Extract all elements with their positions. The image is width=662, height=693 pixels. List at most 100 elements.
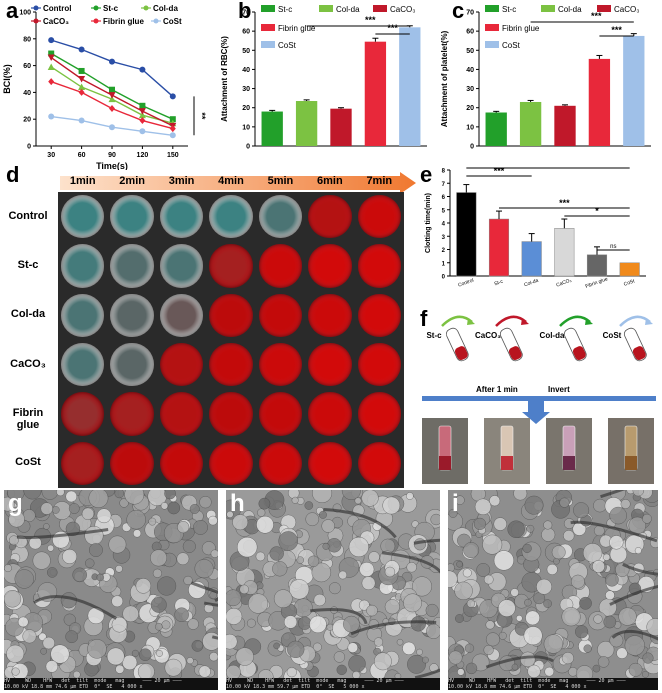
sem-particle (174, 607, 189, 622)
sample-row-label: CaCO₃ (10, 357, 46, 370)
y-tick-label: 2 (442, 248, 446, 254)
well (110, 343, 154, 387)
y-tick-label: 10 (466, 124, 474, 131)
y-axis-label: Attachment of platelet(%) (440, 30, 449, 127)
sem-texture (226, 490, 440, 678)
caption-invert: Invert (548, 385, 570, 394)
sem-particle (191, 639, 204, 652)
legend-marker (33, 18, 39, 24)
y-tick-label: 60 (466, 29, 474, 36)
sem-particle (457, 668, 465, 676)
sem-texture (448, 490, 658, 678)
sem-particle (156, 576, 177, 596)
sample-row-label: CoSt (15, 456, 41, 469)
well (357, 392, 401, 436)
sem-particle (628, 662, 643, 677)
down-arrow (522, 401, 550, 424)
sem-info-bar: HV WD HFW det tilt mode mag ——— 20 μm ——… (226, 678, 440, 690)
sem-particle (89, 543, 103, 557)
sem-particle (473, 517, 486, 530)
sem-particle (498, 631, 507, 640)
well (159, 392, 204, 436)
sem-particle (56, 490, 65, 497)
sem-particle (525, 610, 540, 626)
sem-particle (373, 637, 384, 647)
panel-label-e: e (420, 162, 433, 187)
y-tick-label: 0 (470, 144, 474, 151)
sem-particle (541, 527, 556, 542)
sem-particle (426, 623, 440, 639)
legend-swatch (261, 24, 275, 31)
bar (586, 254, 608, 277)
bar (261, 111, 283, 146)
sem-crevice (310, 608, 368, 625)
sem-particle (202, 632, 218, 651)
legend-label: Fibrin glue (103, 17, 144, 26)
y-tick-label: 30 (466, 86, 474, 93)
data-point (109, 58, 115, 65)
x-tick-label: Control (457, 277, 474, 288)
sem-particle (43, 523, 50, 530)
sem-particle (150, 596, 167, 613)
sem-particle (50, 644, 70, 664)
y-tick-label: 6 (442, 195, 446, 201)
well (258, 441, 303, 485)
sem-particle (135, 578, 152, 594)
data-point (47, 63, 55, 70)
well (61, 343, 105, 387)
sem-particle (348, 536, 369, 558)
x-tick-label: CaCO₃ (555, 278, 572, 289)
legend-label: Fibrin glue (502, 24, 540, 33)
sem-crevice (413, 538, 440, 545)
bar (295, 101, 318, 146)
sem-crevice (570, 520, 658, 543)
rotation-arrowhead (585, 318, 593, 325)
significance-label: *** (365, 15, 376, 25)
tube-label: Col-da (540, 331, 565, 340)
legend-marker (33, 5, 39, 11)
sem-particle (570, 574, 585, 589)
y-tick-label: 40 (23, 90, 31, 97)
tube-blood (632, 346, 646, 360)
legend-swatch (319, 5, 333, 12)
time-column-label: 7min (366, 175, 393, 187)
tube-label: St-c (426, 331, 442, 340)
rotation-arrowhead (645, 318, 653, 325)
sem-particle (8, 535, 19, 546)
data-point (48, 78, 55, 86)
well (110, 441, 154, 485)
sem-particle (133, 529, 142, 538)
sem-particle (319, 510, 327, 519)
sem-particle (124, 490, 145, 505)
sem-particle (194, 559, 214, 579)
panel-label-f: f (420, 306, 428, 331)
y-tick-label: 60 (23, 63, 31, 70)
tube-content (563, 456, 575, 470)
sem-particle (544, 666, 555, 677)
significance-label: ns (610, 244, 616, 250)
sem-particle (226, 633, 238, 650)
sem-particle (148, 517, 157, 526)
legend-marker (93, 5, 99, 11)
sem-particle (236, 536, 258, 558)
sem-particle (583, 644, 592, 653)
well (159, 343, 204, 387)
rotation-arrowhead (521, 318, 529, 325)
sem-particle (199, 496, 212, 509)
x-tick-label: 150 (167, 152, 179, 159)
sem-particle (297, 616, 312, 630)
sem-particle (520, 651, 536, 668)
y-tick-label: 0 (246, 144, 250, 151)
time-column-label: 4min (218, 175, 244, 187)
well (209, 195, 253, 239)
sem-particle (526, 524, 535, 533)
sem-particle (513, 490, 528, 501)
bar (485, 112, 507, 146)
chart-rbc-bar: 0 10 20 30 40 50 60 70 Attachment of RBC(%) *** **… (220, 5, 427, 151)
well (209, 244, 253, 288)
well (159, 195, 204, 239)
sem-particle (106, 647, 125, 666)
well (258, 244, 303, 288)
sem-particle (239, 584, 249, 595)
sem-particle (309, 615, 327, 634)
